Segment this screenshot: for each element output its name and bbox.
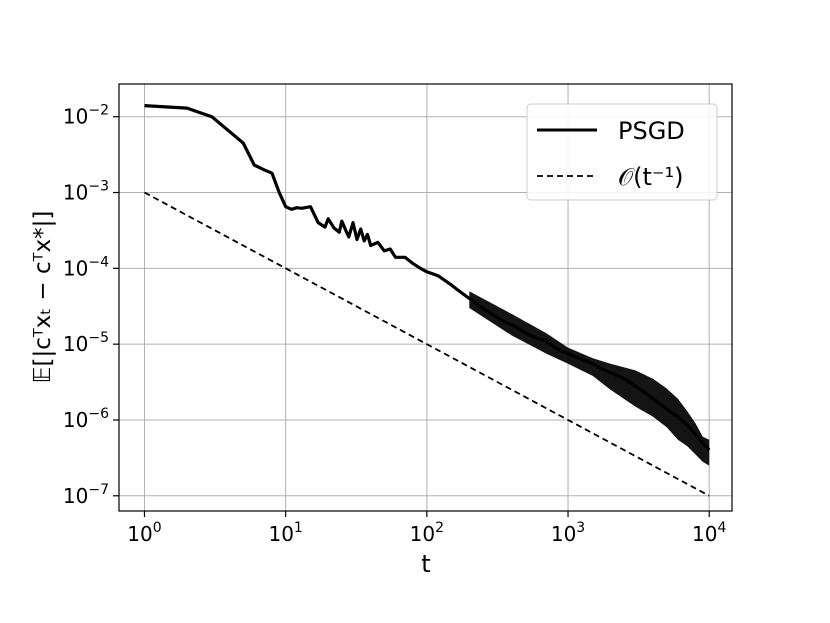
axis-ticks: 100 101 102 103 104 10−7 10−6 10−5 10−4 10−3 10−2 — [63, 103, 727, 546]
x-tick-label: 101 — [268, 520, 302, 546]
y-tick-label: 10−4 — [63, 254, 109, 280]
y-tick-label: 10−2 — [63, 103, 109, 129]
plot-frame — [118, 83, 733, 512]
x-tick-label: 104 — [692, 520, 726, 546]
x-tick-label: 100 — [127, 520, 161, 546]
legend-psgd-label: PSGD — [618, 117, 685, 145]
legend-ref-label: 𝒪(t⁻¹) — [618, 163, 684, 191]
plot-area — [144, 104, 711, 497]
legend: PSGD 𝒪(t⁻¹) — [526, 103, 718, 201]
y-axis-label: 𝔼[|cᵀxₜ − cᵀx*|] — [30, 211, 56, 384]
y-tick-label: 10−7 — [63, 482, 109, 508]
x-axis-label: t — [421, 550, 430, 578]
x-tick-label: 103 — [551, 520, 585, 546]
reference-line — [144, 191, 710, 497]
psgd-line — [144, 104, 711, 452]
y-tick-label: 10−3 — [63, 179, 109, 205]
psgd-noise-band — [469, 291, 710, 466]
y-tick-label: 10−6 — [63, 406, 109, 432]
x-tick-label: 102 — [410, 520, 444, 546]
y-tick-label: 10−5 — [63, 330, 109, 356]
legend-box — [526, 103, 718, 201]
